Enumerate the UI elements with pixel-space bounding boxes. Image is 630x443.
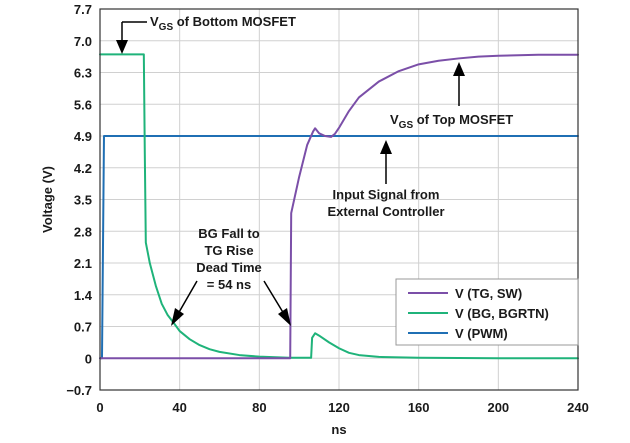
y-axis-label: Voltage (V) [40,166,55,233]
annotation-dead-time-line-2: TG Rise [204,243,253,258]
legend: V (TG, SW) V (BG, BGRTN) V (PWM) [395,278,579,346]
legend-label-tg-sw: V (TG, SW) [455,286,522,301]
annotation-dead-time-arrow-right-head [278,308,291,326]
x-tick-label: 40 [172,400,186,415]
legend-label-pwm: V (PWM) [455,326,508,341]
y-tick-label: 4.9 [74,129,92,144]
y-tick-label: −0.7 [66,383,92,398]
annotation-input-signal-line-2: External Controller [327,204,444,219]
annotation-vgs-top-text: VGS of Top MOSFET [390,112,513,131]
grid [99,8,579,391]
x-tick-label: 120 [328,400,350,415]
annotation-vgs-bottom-arrow-head [116,40,128,54]
x-tick-label: 240 [567,400,589,415]
y-tick-label: 6.3 [74,66,92,81]
x-tick-label: 160 [408,400,430,415]
annotation-dead-time-line-3: Dead Time [196,260,262,275]
annotation-dead-time-arrow-left-shaft [177,280,198,315]
y-tick-label: 4.2 [74,161,92,176]
x-tick-label: 80 [252,400,266,415]
series-layer [99,53,579,360]
annotation-vgs-bottom-text: VGS of Bottom MOSFET [150,14,296,33]
annotation-vgs-top: VGS of Top MOSFET [390,62,513,131]
y-tick-label: 7.7 [74,2,92,17]
annotation-dead-time-line-1: BG Fall to [198,226,259,241]
x-tick-label: 200 [487,400,509,415]
y-tick-label: 5.6 [74,97,92,112]
series-line-v-tg-sw [99,53,579,360]
plot-frame [99,8,579,391]
y-tick-label: 2.8 [74,224,92,239]
x-tick-label: 0 [96,400,103,415]
y-tick-label: 0.7 [74,320,92,335]
series-line-v-bg-bgrtn [99,53,579,360]
annotation-dead-time-line-4: = 54 ns [207,277,251,292]
x-axis-label: ns [331,422,346,437]
y-tick-label: 1.4 [74,288,93,303]
y-tick-label: 0 [85,351,92,366]
annotation-vgs-bottom: VGS of Bottom MOSFET [116,14,296,54]
y-tick-labels: −0.7 0 0.7 1.4 2.1 2.8 3.5 4.2 4.9 5.6 6.3 7.0 7.7 [66,2,92,398]
y-tick-label: 7.0 [74,34,92,49]
annotation-input-signal-line-1: Input Signal from [333,187,440,202]
annotation-dead-time-arrow-left-head [171,308,184,326]
annotation-dead-time-arrow-right-shaft [263,280,285,315]
annotation-input-signal-arrow-head [380,140,392,154]
annotation-input-signal: Input Signal from External Controller [327,140,445,219]
annotation-dead-time: BG Fall to TG Rise Dead Time = 54 ns [171,226,291,326]
y-tick-label: 3.5 [74,193,92,208]
annotation-vgs-top-arrow-head [453,62,465,76]
legend-label-bg-bgrtn: V (BG, BGRTN) [455,306,549,321]
y-tick-label: 2.1 [74,256,92,271]
x-tick-labels: 0 40 80 120 160 200 240 [96,400,588,415]
